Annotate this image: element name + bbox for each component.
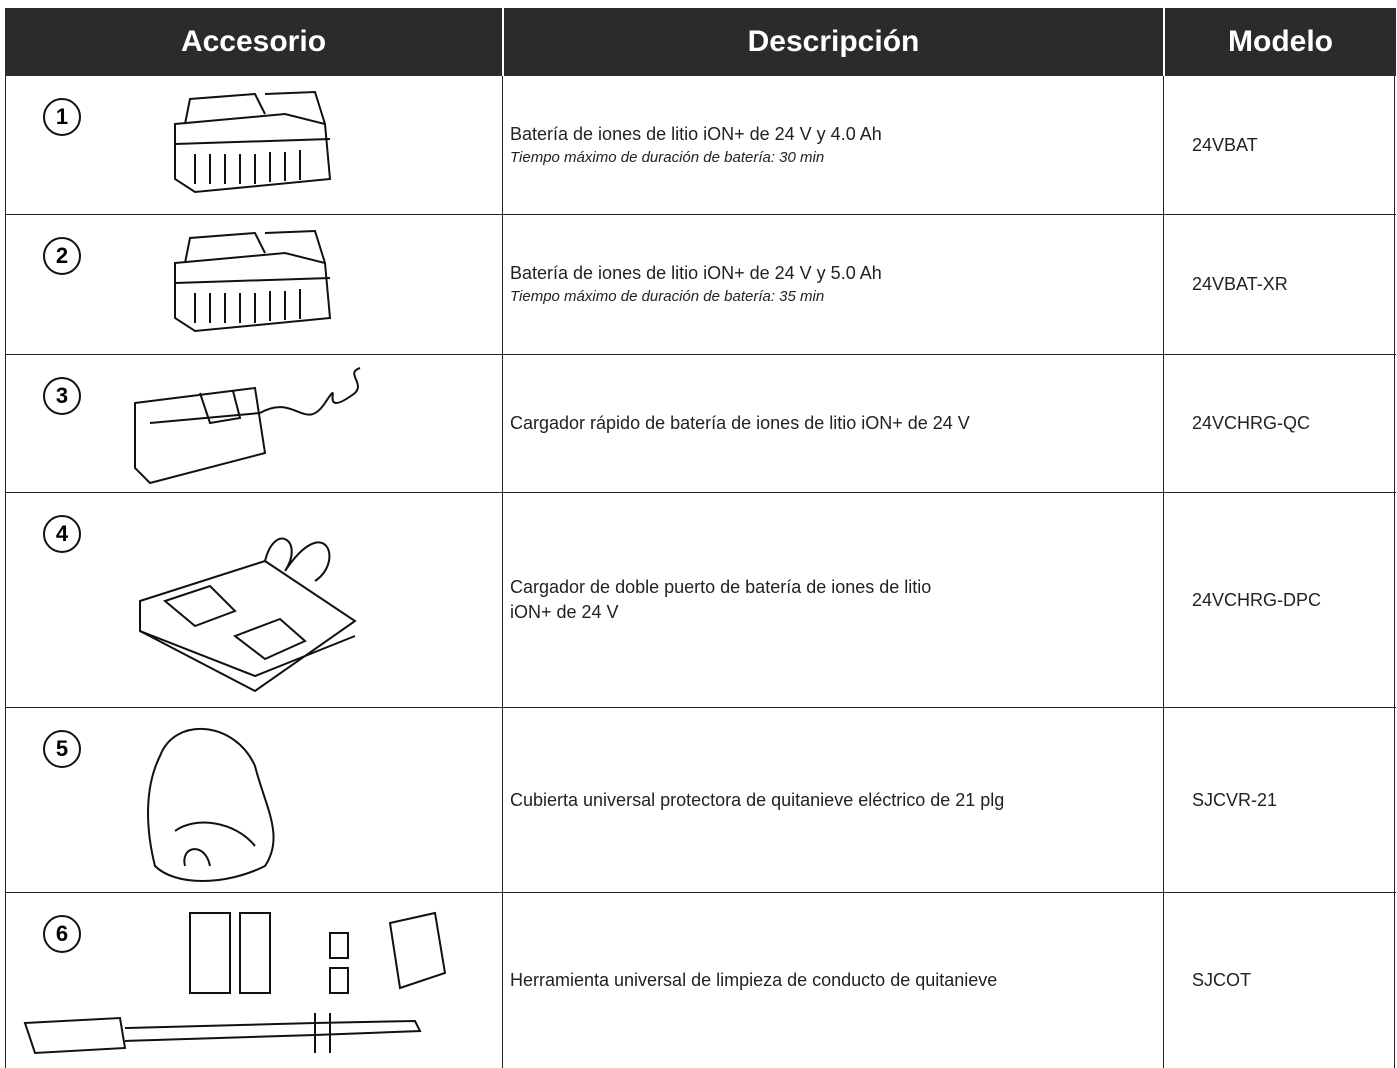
note: Tiempo máximo de duración de batería: 35… (510, 288, 825, 305)
row: 1 Batería de iones de litio iON+ de 24 V… (5, 76, 1396, 215)
column-border (502, 76, 503, 1068)
description: Cargador rápido de batería de iones de l… (510, 413, 970, 433)
description: Cubierta universal protectora de quitani… (510, 789, 1005, 810)
description: Herramienta universal de limpieza de con… (510, 970, 998, 990)
model: 24VCHRG-DPC (1192, 589, 1322, 610)
description-cell: Batería de iones de litio iON+ de 24 V y… (510, 215, 1150, 354)
description-cell: Cargador de doble puerto de batería de i… (510, 493, 1150, 707)
description: Cargador de doble puerto de batería de i… (510, 577, 932, 622)
row: 6 Herramienta universal de limpieza de c… (5, 893, 1396, 1068)
header-cell: Modelo (1165, 8, 1396, 76)
model: 24VBAT (1192, 134, 1258, 155)
row: 2 Batería de iones de litio iON+ de 24 V… (5, 215, 1396, 355)
note: Tiempo máximo de duración de batería: 30… (510, 148, 825, 166)
description-cell: Batería de iones de litio iON+ de 24 V y… (510, 76, 1150, 214)
description-cell: Cubierta universal protectora de quitani… (510, 708, 1150, 892)
column-border (1163, 76, 1164, 1068)
item-number: 1 (43, 98, 81, 136)
description: Batería de iones de litio iON+ de 24 V y… (510, 263, 882, 283)
column-border (1394, 76, 1395, 1068)
model: 24VCHRG-QC (1192, 413, 1311, 433)
battery-illustration (174, 229, 332, 333)
model: SJCOT (1192, 970, 1252, 990)
item-number: 5 (43, 730, 81, 768)
item-number: 4 (43, 515, 81, 553)
cover-illustration (147, 727, 275, 882)
battery-illustration (174, 90, 332, 194)
description-cell: Herramienta universal de limpieza de con… (510, 893, 1150, 1068)
row: 3 Cargador rápido de batería de iones de… (5, 355, 1396, 493)
column-border (5, 76, 6, 1068)
item-number: 2 (43, 237, 81, 275)
model: 24VBAT-XR (1192, 274, 1288, 294)
description-cell: Cargador rápido de batería de iones de l… (510, 355, 1150, 492)
charger-illustration (134, 367, 361, 485)
header-cell: Accesorio (5, 8, 502, 76)
item-number: 6 (43, 915, 81, 953)
row: 4 Cargador de doble puerto de batería de… (5, 493, 1396, 708)
row: 5 Cubierta universal protectora de quita… (5, 708, 1396, 893)
tool-illustration (23, 911, 447, 1055)
item-number: 3 (43, 377, 81, 415)
description: Batería de iones de litio iON+ de 24 V y… (510, 123, 882, 144)
header-cell: Descripción (504, 8, 1163, 76)
dual-charger-illustration (139, 537, 357, 693)
model: SJCVR-21 (1192, 789, 1278, 810)
